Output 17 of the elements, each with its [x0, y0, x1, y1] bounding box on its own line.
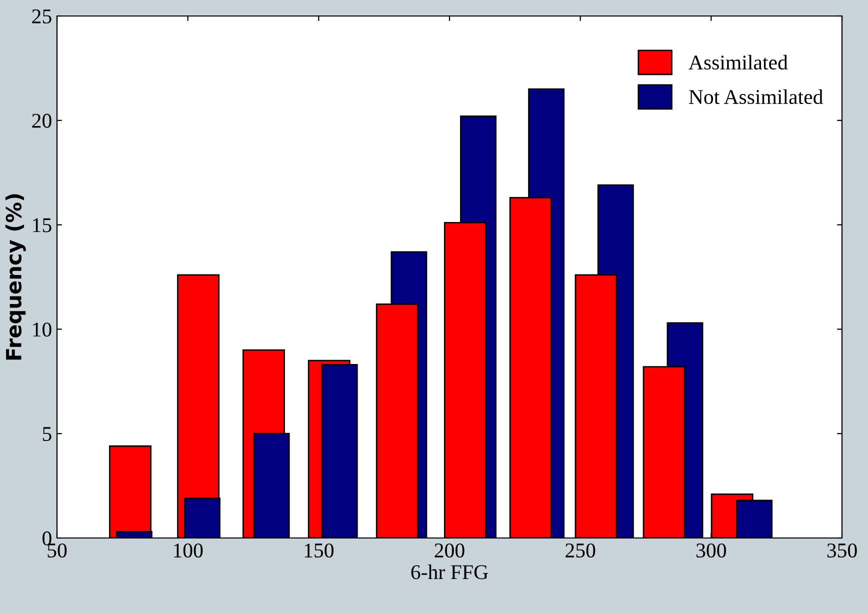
x-tick-label: 100	[174, 543, 203, 558]
x-tick-label: 50	[48, 543, 67, 558]
x-axis-title: 6-hr FFG	[411, 564, 488, 580]
y-tick-label: 15	[33, 218, 52, 232]
y-tick-label: 5	[42, 427, 52, 442]
y-tick-label: 20	[32, 114, 52, 128]
x-tick-label: 250	[566, 543, 596, 558]
y-tick-label: 0	[42, 531, 52, 546]
x-tick-label: 150	[304, 543, 334, 558]
x-tick-label: 350	[827, 543, 857, 558]
legend-label: Assimilated	[688, 54, 788, 70]
y-tick-label: 25	[32, 9, 52, 24]
x-tick-label: 300	[696, 543, 726, 558]
x-tick-label: 200	[434, 543, 464, 558]
y-tick-label: 10	[33, 322, 52, 337]
y-axis-title: Frequency (%)	[5, 194, 26, 360]
legend-label: Not Assimilated	[689, 89, 823, 104]
